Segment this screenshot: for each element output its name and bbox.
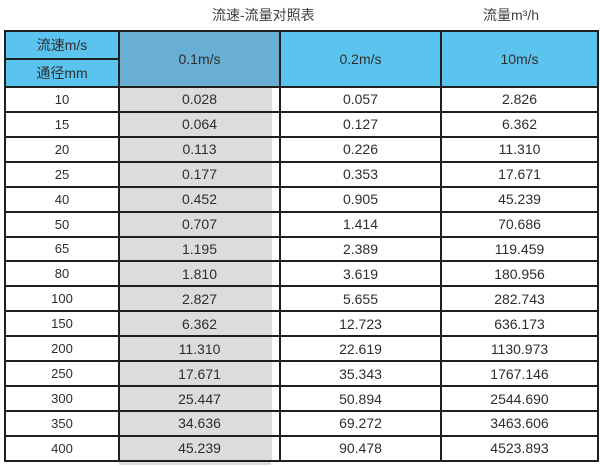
diameter-cell: 10 xyxy=(4,86,120,113)
flow-0-2-cell: 2.389 xyxy=(279,235,442,263)
flow-0-2-cell: 50.894 xyxy=(279,385,442,412)
table-row: 400 45.239 90.478 4523.893 xyxy=(4,434,599,463)
flow-0-1-cell: 0.064 xyxy=(118,110,281,138)
flow-table: 流速m/s 0.1m/s 0.2m/s 10m/s 通径mm 10 0.028 … xyxy=(4,30,599,463)
flow-10-cell: 1767.146 xyxy=(440,360,599,388)
table-body: 10 0.028 0.057 2.826 15 0.064 0.127 6.36… xyxy=(4,86,599,463)
flow-0-2-cell: 35.343 xyxy=(279,360,442,388)
table-row: 250 17.671 35.343 1767.146 xyxy=(4,360,599,388)
flow-10-cell: 2.826 xyxy=(440,86,599,113)
diameter-cell: 200 xyxy=(4,335,120,363)
diameter-cell: 350 xyxy=(4,409,120,437)
flow-10-cell: 636.173 xyxy=(440,310,599,338)
flow-10-cell: 70.686 xyxy=(440,210,599,238)
flow-0-2-cell: 1.414 xyxy=(279,210,442,238)
header-velocity-label: 流速m/s xyxy=(4,30,120,60)
diameter-cell: 150 xyxy=(4,310,120,338)
flow-0-1-cell: 0.028 xyxy=(118,86,281,113)
flow-0-1-cell: 1.195 xyxy=(118,235,281,263)
flow-10-cell: 4523.893 xyxy=(440,434,599,463)
flow-0-1-cell: 0.452 xyxy=(118,185,281,213)
header-row-bottom: 通径mm xyxy=(4,58,598,88)
flow-0-2-cell: 0.127 xyxy=(279,110,442,138)
header-col-0-2ms: 0.2m/s xyxy=(279,30,442,88)
diameter-cell: 50 xyxy=(4,210,120,238)
flow-10-cell: 1130.973 xyxy=(440,335,599,363)
flow-10-cell: 119.459 xyxy=(440,235,599,263)
table-row: 350 34.636 69.272 3463.606 xyxy=(4,409,599,437)
flow-0-1-cell: 6.362 xyxy=(118,310,281,338)
header-diameter-label: 通径mm xyxy=(4,58,120,88)
flow-0-1-cell: 45.239 xyxy=(118,434,281,463)
flow-10-cell: 3463.606 xyxy=(440,409,599,437)
flow-0-1-cell: 11.310 xyxy=(118,335,281,363)
table-row: 100 2.827 5.655 282.743 xyxy=(4,285,599,313)
flow-0-2-cell: 22.619 xyxy=(279,335,442,363)
header-col-0-1ms: 0.1m/s xyxy=(118,30,281,88)
table-row: 15 0.064 0.127 6.362 xyxy=(4,110,599,138)
table-header: 流速m/s 0.1m/s 0.2m/s 10m/s 通径mm xyxy=(4,30,599,88)
flow-table-wrap: 流速m/s 0.1m/s 0.2m/s 10m/s 通径mm 10 0.028 … xyxy=(4,30,599,463)
diameter-cell: 100 xyxy=(4,285,120,313)
flow-10-cell: 282.743 xyxy=(440,285,599,313)
diameter-cell: 20 xyxy=(4,135,120,163)
flow-0-2-cell: 0.226 xyxy=(279,135,442,163)
flow-0-2-cell: 90.478 xyxy=(279,434,442,463)
flow-unit-label: 流量m³/h xyxy=(483,7,539,23)
flow-0-1-cell: 34.636 xyxy=(118,409,281,437)
table-row: 150 6.362 12.723 636.173 xyxy=(4,310,599,338)
diameter-cell: 25 xyxy=(4,160,120,188)
table-row: 200 11.310 22.619 1130.973 xyxy=(4,335,599,363)
flow-0-2-cell: 0.905 xyxy=(279,185,442,213)
header-col-10ms: 10m/s xyxy=(440,30,599,88)
flow-0-1-cell: 2.827 xyxy=(118,285,281,313)
flow-0-1-cell: 0.177 xyxy=(118,160,281,188)
diameter-cell: 65 xyxy=(4,235,120,263)
flow-0-2-cell: 0.353 xyxy=(279,160,442,188)
grey-column-overhang xyxy=(119,462,271,465)
table-row: 65 1.195 2.389 119.459 xyxy=(4,235,599,263)
flow-0-1-cell: 25.447 xyxy=(118,385,281,412)
flow-10-cell: 17.671 xyxy=(440,160,599,188)
flow-0-1-cell: 1.810 xyxy=(118,260,281,288)
table-row: 20 0.113 0.226 11.310 xyxy=(4,135,599,163)
table-row: 50 0.707 1.414 70.686 xyxy=(4,210,599,238)
flow-0-2-cell: 3.619 xyxy=(279,260,442,288)
header-row-top: 流速m/s 0.1m/s 0.2m/s 10m/s xyxy=(4,30,599,88)
table-row: 80 1.810 3.619 180.956 xyxy=(4,260,599,288)
flow-10-cell: 11.310 xyxy=(440,135,599,163)
flow-0-2-cell: 69.272 xyxy=(279,409,442,437)
diameter-cell: 80 xyxy=(4,260,120,288)
diameter-cell: 400 xyxy=(4,434,120,463)
flow-0-1-cell: 17.671 xyxy=(118,360,281,388)
flow-10-cell: 6.362 xyxy=(440,110,599,138)
flow-0-2-cell: 12.723 xyxy=(279,310,442,338)
diameter-cell: 250 xyxy=(4,360,120,388)
flow-0-2-cell: 5.655 xyxy=(279,285,442,313)
diameter-cell: 300 xyxy=(4,385,120,412)
flow-10-cell: 45.239 xyxy=(440,185,599,213)
diameter-cell: 15 xyxy=(4,110,120,138)
table-row: 40 0.452 0.905 45.239 xyxy=(4,185,599,213)
diameter-cell: 40 xyxy=(4,185,120,213)
table-title: 流速-流量对照表 xyxy=(212,7,315,23)
table-row: 25 0.177 0.353 17.671 xyxy=(4,160,599,188)
table-row: 10 0.028 0.057 2.826 xyxy=(4,86,599,113)
flow-10-cell: 180.956 xyxy=(440,260,599,288)
flow-0-2-cell: 0.057 xyxy=(279,86,442,113)
flow-0-1-cell: 0.113 xyxy=(118,135,281,163)
flow-0-1-cell: 0.707 xyxy=(118,210,281,238)
table-row: 300 25.447 50.894 2544.690 xyxy=(4,385,599,412)
flow-10-cell: 2544.690 xyxy=(440,385,599,412)
